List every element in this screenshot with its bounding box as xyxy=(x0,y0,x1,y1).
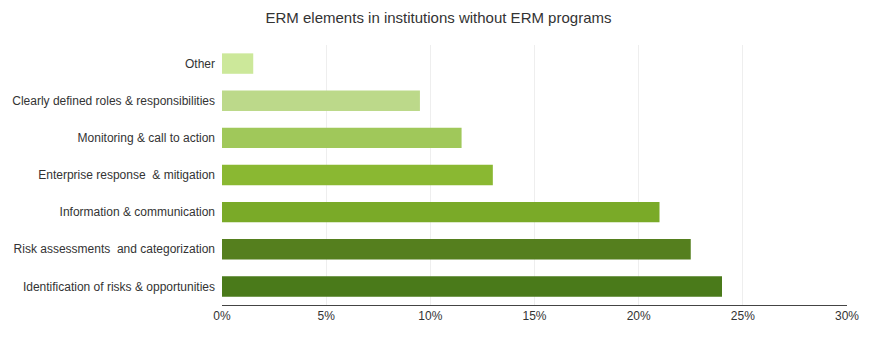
svg-text:0%: 0% xyxy=(213,309,231,323)
svg-text:25%: 25% xyxy=(731,309,755,323)
svg-text:Other: Other xyxy=(185,57,215,71)
svg-text:Risk assessments and categori: Risk assessments and categorization xyxy=(14,242,215,256)
svg-text:Enterprise response & mitigat: Enterprise response & mitigation xyxy=(38,168,215,182)
svg-text:20%: 20% xyxy=(627,309,651,323)
svg-text:5%: 5% xyxy=(317,309,335,323)
svg-text:Clearly defined roles & respon: Clearly defined roles & responsibilities xyxy=(12,94,215,108)
svg-text:Information & communication: Information & communication xyxy=(60,205,215,219)
svg-text:Identification of risks & oppo: Identification of risks & opportunities xyxy=(23,280,215,294)
svg-text:10%: 10% xyxy=(418,309,442,323)
svg-text:30%: 30% xyxy=(835,309,859,323)
svg-text:Monitoring & call to action: Monitoring & call to action xyxy=(78,131,215,145)
svg-text:15%: 15% xyxy=(522,309,546,323)
svg-text:ERM elements in institutions w: ERM elements in institutions without ERM… xyxy=(266,9,612,26)
